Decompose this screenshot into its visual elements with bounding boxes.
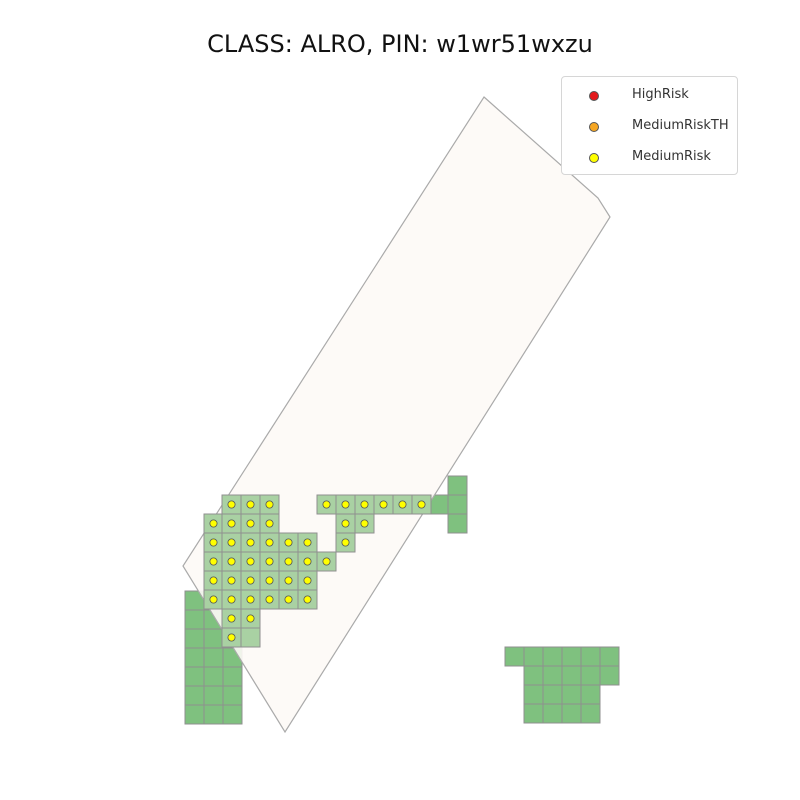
mediumriskth-marker-icon [589,122,599,132]
mediumrisk-marker-icon [589,153,599,163]
grid-cell-in-parcel [240,627,261,648]
grid-cell [184,685,205,706]
grid-cell [184,666,205,687]
mediumrisk-point [265,576,274,585]
grid-cell [184,647,205,668]
grid-cell [523,665,544,686]
grid-cell [203,704,224,725]
mediumrisk-point [303,595,312,604]
grid-cells-light [203,494,432,648]
mediumrisk-point [398,500,407,509]
mediumrisk-point [246,614,255,623]
mediumrisk-point [265,538,274,547]
grid-cell [523,703,544,724]
mediumrisk-point [303,576,312,585]
grid-cell [580,646,601,667]
mediumrisk-point [341,500,350,509]
grid-cell [203,628,224,649]
mediumrisk-point [209,538,218,547]
mediumrisk-point [209,576,218,585]
grid-cell [184,609,205,630]
mediumrisk-point [303,538,312,547]
mediumrisk-point [265,595,274,604]
mediumrisk-point [341,519,350,528]
legend-item-mediumrisk: MediumRisk [562,148,737,168]
grid-cell [447,494,468,515]
grid-cell [184,628,205,649]
mediumrisk-point [209,595,218,604]
risk-points [209,500,426,642]
mediumrisk-point [322,557,331,566]
grid-cell [561,665,582,686]
mediumrisk-point [227,500,236,509]
grid-cell [561,646,582,667]
legend-item-mediumriskth: MediumRiskTH [562,117,737,137]
mediumrisk-point [246,538,255,547]
grid-cell [222,704,243,725]
grid-cell [542,684,563,705]
grid-cell [542,703,563,724]
mediumrisk-point [284,538,293,547]
grid-cell [599,646,620,667]
mediumrisk-point [341,538,350,547]
grid-cell [580,684,601,705]
grid-cell [599,665,620,686]
grid-cell [580,703,601,724]
mediumrisk-point [246,576,255,585]
mediumrisk-point [209,519,218,528]
grid-cell [542,646,563,667]
mediumrisk-point [227,595,236,604]
mediumrisk-point [227,538,236,547]
map-title: CLASS: ALRO, PIN: w1wr51wxzu [207,30,593,58]
mediumrisk-point [246,595,255,604]
grid-cell [447,513,468,534]
legend-item-highrisk: HighRisk [562,86,737,106]
mediumrisk-point [284,557,293,566]
mediumrisk-point [265,557,274,566]
mediumrisk-point [227,576,236,585]
mediumrisk-point [227,614,236,623]
mediumrisk-point [265,500,274,509]
grid-cell [222,666,243,687]
grid-cell [184,704,205,725]
grid-cell [561,684,582,705]
mediumrisk-point [360,500,369,509]
mediumrisk-point [227,557,236,566]
mediumrisk-point [227,633,236,642]
mediumrisk-point [265,519,274,528]
grid-cell [203,666,224,687]
highrisk-marker-icon [589,91,599,101]
mediumrisk-point [284,576,293,585]
grid-cell [203,647,224,668]
grid-cell [222,685,243,706]
mediumrisk-point [227,519,236,528]
grid-cell [504,646,525,667]
mediumrisk-point [360,519,369,528]
mediumrisk-point [322,500,331,509]
mediumrisk-point [246,500,255,509]
mediumrisk-point [303,557,312,566]
grid-cell [447,475,468,496]
grid-cell [523,684,544,705]
grid-cell [542,665,563,686]
legend: HighRisk MediumRiskTH MediumRisk [561,76,738,175]
mediumrisk-point [379,500,388,509]
grid-cell [580,665,601,686]
mediumrisk-point [209,557,218,566]
mediumrisk-point [246,519,255,528]
grid-cell [561,703,582,724]
mediumrisk-point [417,500,426,509]
mediumrisk-point [284,595,293,604]
mediumrisk-point [246,557,255,566]
grid-cell [203,685,224,706]
grid-cell [523,646,544,667]
